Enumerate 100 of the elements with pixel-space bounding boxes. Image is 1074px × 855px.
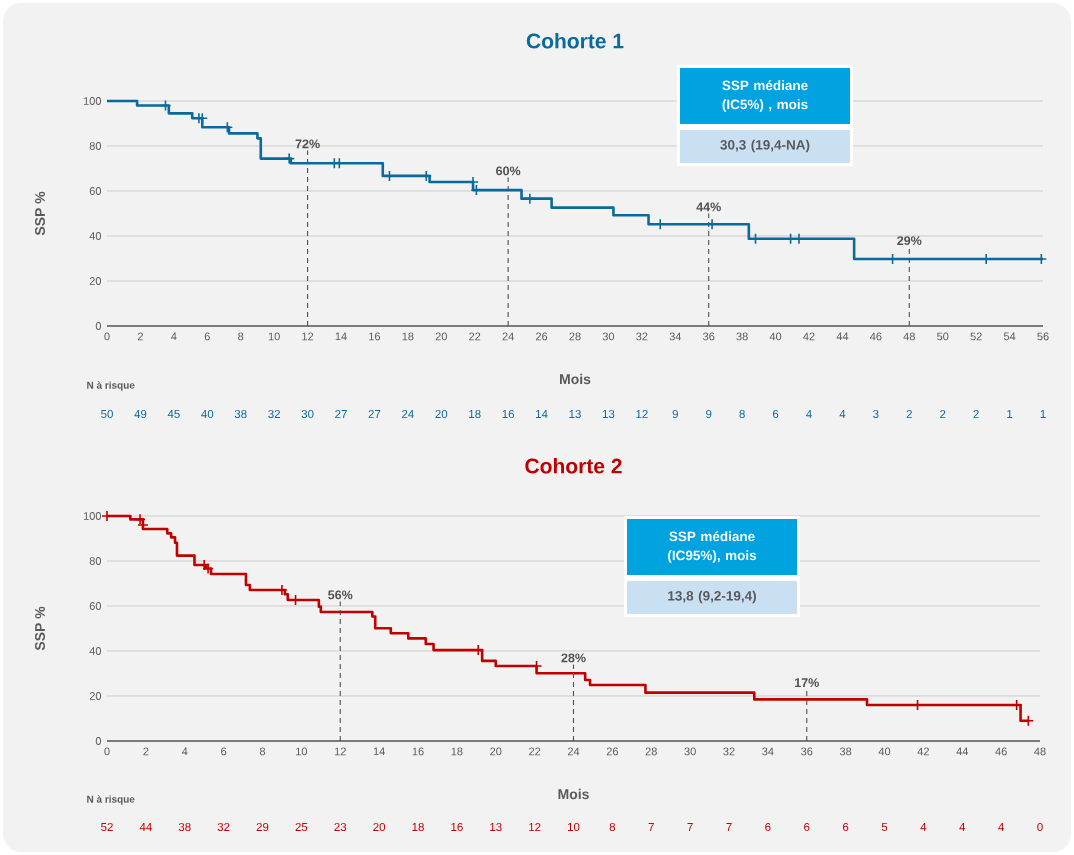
text: 6 (804, 822, 810, 832)
y-tick-label: 100 (83, 97, 102, 105)
x-tick-label: 24 (502, 332, 514, 341)
text: 13 (569, 409, 581, 419)
x-tick-label: 38 (736, 332, 748, 341)
y-tick-label: 20 (89, 277, 102, 285)
annotation: SSP médiane (IC5%) , mois (722, 80, 808, 112)
x-tick-label: 16 (369, 332, 381, 341)
x-tick-label: 48 (903, 332, 915, 341)
chart-title: Cohorte 1 (526, 33, 624, 49)
x-axis-title: Mois (558, 788, 589, 800)
x-tick-label: 34 (762, 747, 774, 756)
text: 16 (451, 822, 463, 832)
annotation: 28% (561, 653, 586, 663)
text: N à risque (87, 381, 135, 391)
text: 24 (402, 409, 414, 419)
text: 10 (567, 822, 580, 832)
text: 12 (636, 409, 648, 419)
x-tick-label: 12 (334, 747, 346, 756)
x-tick-label: 40 (769, 332, 782, 341)
x-tick-label: 20 (490, 747, 502, 756)
annotation: 56% (328, 590, 353, 600)
x-tick-label: 46 (995, 747, 1007, 756)
text: 32 (217, 822, 230, 832)
text: 4 (920, 823, 927, 831)
text: 1 (1007, 410, 1013, 418)
x-tick-label: 44 (956, 747, 969, 756)
x-tick-label: 28 (645, 747, 657, 756)
text: 20 (373, 822, 386, 832)
text: 0 (1037, 822, 1043, 832)
y-tick-label: 60 (89, 602, 102, 610)
text: 20 (435, 409, 448, 419)
x-tick-label: 38 (839, 747, 852, 756)
text: 6 (772, 409, 779, 419)
x-tick-label: 2 (143, 747, 149, 756)
text: 45 (167, 409, 180, 419)
y-tick-label: 80 (89, 557, 102, 565)
text: 38 (234, 409, 247, 419)
text: 1 (1040, 410, 1046, 418)
x-tick-label: 12 (302, 332, 314, 341)
text: 4 (806, 410, 812, 418)
x-tick-label: 6 (204, 332, 210, 341)
annotation: 44% (696, 202, 721, 212)
text: 2 (973, 409, 979, 419)
x-tick-label: 20 (435, 332, 447, 341)
text: 13 (602, 409, 615, 419)
text: 44 (139, 823, 152, 831)
x-tick-label: 46 (869, 332, 882, 341)
x-tick-label: 24 (567, 747, 580, 756)
text: 49 (134, 409, 147, 419)
text: 40 (201, 409, 214, 419)
text: 9 (672, 409, 678, 419)
text: N à risque (87, 795, 135, 805)
text: 27 (335, 409, 347, 419)
text: 16 (502, 409, 515, 419)
chart-title: Cohorte 2 (525, 458, 622, 474)
x-tick-label: 0 (104, 747, 110, 756)
text: 27 (368, 409, 381, 419)
x-tick-label: 34 (669, 332, 682, 341)
x-tick-label: 30 (684, 747, 696, 756)
x-tick-label: 36 (703, 332, 715, 341)
y-axis-title: SSP % (35, 606, 45, 651)
text: 6 (765, 822, 771, 832)
x-tick-label: 2 (137, 332, 143, 341)
y-tick-label: 100 (83, 512, 102, 520)
x-tick-label: 30 (602, 332, 615, 341)
x-tick-label: 54 (1003, 332, 1016, 341)
text: 4 (959, 823, 966, 831)
x-tick-label: 56 (1037, 332, 1049, 341)
x-tick-label: 44 (836, 332, 849, 341)
x-tick-label: 48 (1034, 747, 1046, 756)
x-tick-label: 6 (221, 747, 227, 756)
y-axis-title: SSP % (35, 191, 45, 236)
x-tick-label: 36 (801, 747, 813, 756)
x-tick-label: 14 (373, 747, 385, 756)
x-tick-label: 22 (469, 332, 481, 341)
annotation: SSP médiane (IC95%), mois (668, 531, 757, 563)
y-tick-label: 0 (95, 737, 102, 745)
x-tick-label: 28 (569, 332, 581, 341)
text: 32 (268, 409, 280, 419)
annotation: 72% (295, 139, 320, 149)
x-tick-label: 10 (268, 332, 280, 341)
y-tick-label: 0 (95, 322, 102, 330)
x-tick-label: 40 (878, 747, 891, 756)
x-axis-title: Mois (560, 373, 591, 385)
text: 13 (490, 822, 502, 832)
x-tick-label: 26 (536, 332, 548, 341)
annotation: 60% (496, 166, 521, 176)
text: 6 (843, 822, 849, 832)
text: 18 (469, 409, 481, 419)
annotation: 30,3 (19,4-NA) (720, 139, 810, 153)
x-tick-label: 32 (723, 747, 735, 756)
text: 9 (706, 409, 712, 419)
x-tick-label: 16 (412, 747, 424, 756)
text: 5 (881, 823, 888, 832)
text: 52 (101, 822, 113, 832)
x-tick-label: 22 (529, 747, 541, 756)
text: 25 (295, 822, 308, 832)
text: 29 (256, 822, 269, 832)
text: 18 (412, 822, 424, 832)
